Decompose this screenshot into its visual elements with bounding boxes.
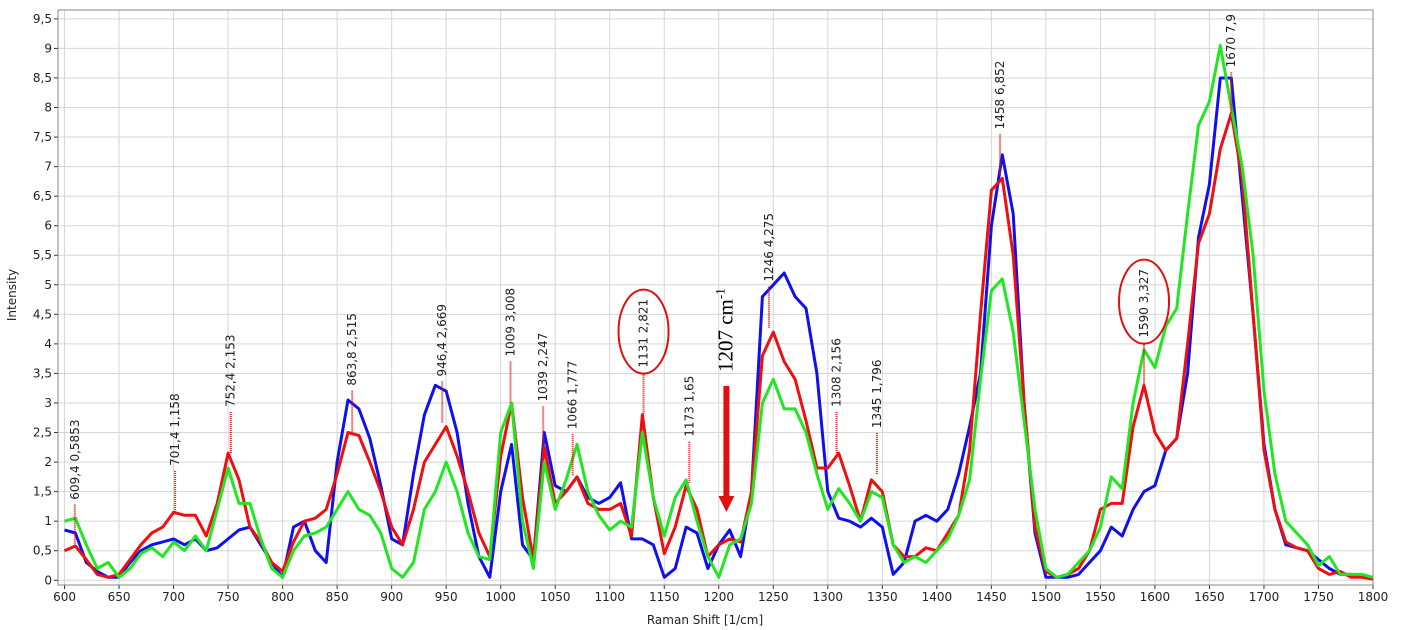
arrow-shaft (723, 386, 730, 498)
y-tick-label: 5 (44, 278, 52, 292)
peak-label: 609,4 0,5853 (68, 420, 82, 500)
y-tick-label: 0 (44, 573, 52, 587)
highlight-circle (1118, 258, 1171, 345)
arrow-note-sup: -1 (712, 288, 727, 299)
y-tick-label: 9,5 (33, 12, 52, 26)
y-tick-label: 6,5 (33, 189, 52, 203)
y-tick-label: 8 (44, 101, 52, 115)
peak-label: 946,4 2,669 (435, 304, 449, 377)
peak-label: 1039 2,247 (536, 333, 550, 402)
x-tick-label: 1300 (813, 590, 844, 604)
peak-label: 1131 2,821 (637, 299, 651, 368)
plot-frame (57, 9, 1374, 586)
peak-label: 1345 1,796 (870, 359, 884, 428)
x-tick-label: 600 (53, 590, 76, 604)
y-tick-label: 7,5 (33, 130, 52, 144)
arrow-note: 1207 cm-1 (712, 288, 737, 372)
y-tick-label: 4 (44, 337, 52, 351)
x-tick-label: 1650 (1194, 590, 1225, 604)
highlight-circle (617, 288, 670, 375)
y-tick-label: 9 (44, 41, 52, 55)
x-tick-label: 850 (326, 590, 349, 604)
x-tick-label: 1600 (1140, 590, 1171, 604)
peak-label: 1009 3,008 (504, 288, 518, 357)
x-tick-label: 1350 (867, 590, 898, 604)
x-tick-label: 1550 (1085, 590, 1116, 604)
y-tick-label: 8,5 (33, 71, 52, 85)
x-tick-label: 700 (162, 590, 185, 604)
peak-label: 1066 1,777 (566, 361, 580, 430)
y-tick-label: 0,5 (33, 544, 52, 558)
x-tick-label: 800 (271, 590, 294, 604)
x-tick-label: 1200 (703, 590, 734, 604)
spectrum-line (63, 111, 1374, 581)
peak-label: 863,8 2,515 (345, 313, 359, 386)
x-tick-label: 1400 (922, 590, 953, 604)
x-tick-label: 950 (435, 590, 458, 604)
y-tick-label: 6 (44, 219, 52, 233)
x-tick-label: 1250 (758, 590, 789, 604)
y-tick-label: 3 (44, 396, 52, 410)
spectrum-line (64, 44, 1374, 579)
x-tick-label: 650 (108, 590, 131, 604)
y-tick-label: 5,5 (33, 248, 52, 262)
peak-label: 1590 3,327 (1137, 269, 1151, 338)
y-tick-label: 4,5 (33, 307, 52, 321)
peak-label: 1173 1,65 (682, 376, 696, 437)
peak-label: 1246 4,275 (762, 213, 776, 282)
x-tick-label: 1800 (1358, 590, 1389, 604)
y-tick-label: 1,5 (33, 485, 52, 499)
y-tick-label: 1 (44, 514, 52, 528)
y-tick-label: 3,5 (33, 366, 52, 380)
x-tick-label: 1500 (1031, 590, 1062, 604)
y-tick-label: 7 (44, 160, 52, 174)
y-tick-label: 2,5 (33, 426, 52, 440)
arrow-head (718, 496, 735, 512)
x-tick-label: 1700 (1249, 590, 1280, 604)
y-axis-label: Intensity (5, 269, 19, 321)
x-tick-label: 900 (380, 590, 403, 604)
x-tick-label: 1450 (976, 590, 1007, 604)
x-tick-label: 1000 (485, 590, 516, 604)
y-tick-label: 2 (44, 455, 52, 469)
x-axis-label: Raman Shift [1/cm] (647, 613, 763, 627)
peak-label: 1458 6,852 (993, 61, 1007, 130)
arrow-note-text: 1207 cm (713, 299, 737, 372)
peak-label: 701,4 1,158 (168, 393, 182, 466)
x-tick-label: 750 (217, 590, 240, 604)
x-tick-label: 1750 (1303, 590, 1334, 604)
x-tick-label: 1150 (649, 590, 680, 604)
peak-label: 1670 7,9 (1224, 14, 1238, 67)
peak-label: 1308 2,156 (830, 338, 844, 407)
peak-label: 752,4 2,153 (224, 335, 238, 408)
x-tick-label: 1050 (540, 590, 571, 604)
x-tick-label: 1100 (594, 590, 625, 604)
